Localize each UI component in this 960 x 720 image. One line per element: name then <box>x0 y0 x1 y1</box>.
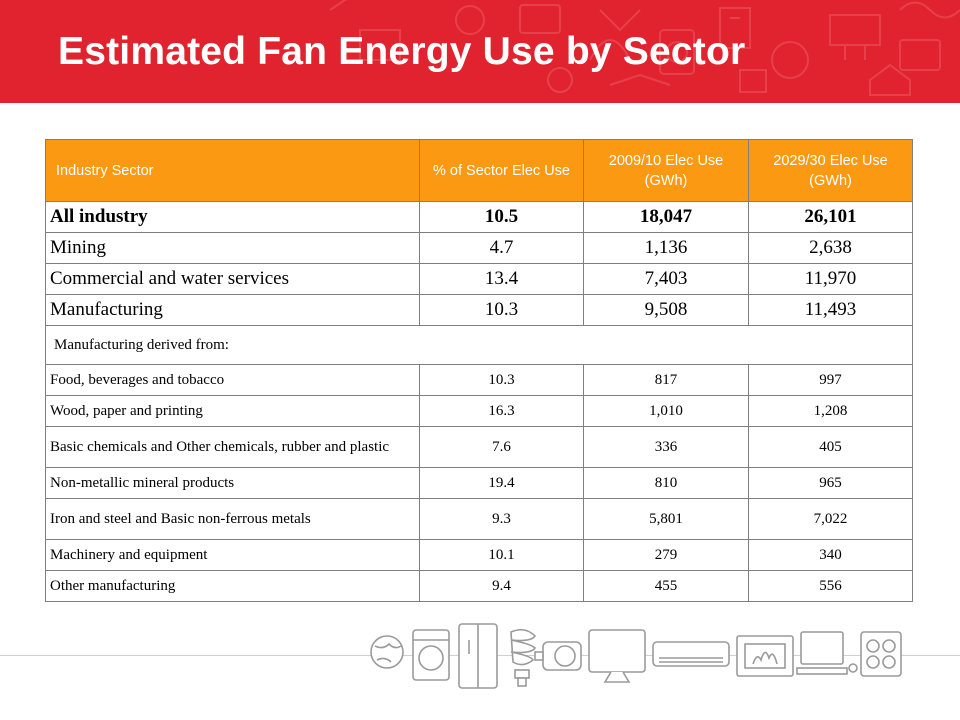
sector-cell: All industry <box>45 201 420 233</box>
pct-cell: 13.4 <box>419 263 584 295</box>
pct-cell: 10.5 <box>419 201 584 233</box>
air-conditioner-icon <box>652 641 730 667</box>
pct-cell: 9.4 <box>419 570 584 602</box>
pct-cell: 4.7 <box>419 232 584 264</box>
table-row: Food, beverages and tobacco 10.3 817 997 <box>45 364 913 396</box>
refrigerator-icon <box>458 623 498 689</box>
pct-cell: 19.4 <box>419 467 584 499</box>
use2009-cell: 817 <box>583 364 749 396</box>
sector-cell: Wood, paper and printing <box>45 395 420 427</box>
table-row: Wood, paper and printing 16.3 1,010 1,20… <box>45 395 913 427</box>
table-row: Other manufacturing 9.4 455 556 <box>45 570 913 602</box>
pct-cell: 10.1 <box>419 539 584 571</box>
light-bulb-icon <box>510 628 537 687</box>
pct-cell: 16.3 <box>419 395 584 427</box>
use2029-cell: 11,970 <box>748 263 913 295</box>
use2009-cell: 810 <box>583 467 749 499</box>
use2009-cell: 18,047 <box>583 201 749 233</box>
sector-cell: Non-metallic mineral products <box>45 467 420 499</box>
use2009-cell: 1,136 <box>583 232 749 264</box>
use2009-cell: 455 <box>583 570 749 602</box>
header-bar: Estimated Fan Energy Use by Sector <box>0 0 960 103</box>
use2029-cell: 1,208 <box>748 395 913 427</box>
motor-icon <box>534 641 582 671</box>
globe-icon <box>370 635 404 669</box>
sector-label: Iron and steel and Basic non-ferrous met… <box>50 510 311 527</box>
use2009-cell: 7,403 <box>583 263 749 295</box>
sector-cell: Food, beverages and tobacco <box>45 364 420 396</box>
table-row: Iron and steel and Basic non-ferrous met… <box>45 498 913 540</box>
sector-cell: Basic chemicals and Other chemicals, rub… <box>45 426 420 468</box>
table-row: All industry 10.5 18,047 26,101 <box>45 201 913 233</box>
column-header-pct: % of Sector Elec Use <box>419 139 584 202</box>
use2009-cell: 336 <box>583 426 749 468</box>
section-row: Manufacturing derived from: <box>45 325 913 365</box>
table-header-row: Industry Sector % of Sector Elec Use 200… <box>45 139 913 202</box>
use2029-cell: 965 <box>748 467 913 499</box>
heater-icon <box>736 635 794 677</box>
use2029-cell: 2,638 <box>748 232 913 264</box>
television-icon <box>588 629 646 683</box>
appliance-strip <box>370 623 902 689</box>
pct-cell: 10.3 <box>419 364 584 396</box>
sector-cell: Manufacturing <box>45 294 420 326</box>
table-row: Manufacturing 10.3 9,508 11,493 <box>45 294 913 326</box>
sector-cell: Mining <box>45 232 420 264</box>
table-row: Non-metallic mineral products 19.4 810 9… <box>45 467 913 499</box>
sector-cell: Iron and steel and Basic non-ferrous met… <box>45 498 420 540</box>
table-row: Basic chemicals and Other chemicals, rub… <box>45 426 913 468</box>
use2009-cell: 9,508 <box>583 294 749 326</box>
sector-cell: Machinery and equipment <box>45 539 420 571</box>
column-header-2029: 2029/30 Elec Use (GWh) <box>748 139 913 202</box>
column-header-sector: Industry Sector <box>45 139 420 202</box>
pct-cell: 10.3 <box>419 294 584 326</box>
sector-cell: Other manufacturing <box>45 570 420 602</box>
slide-title: Estimated Fan Energy Use by Sector <box>58 30 746 73</box>
sector-cell: Commercial and water services <box>45 263 420 295</box>
washing-machine-icon <box>412 629 450 681</box>
use2029-cell: 7,022 <box>748 498 913 540</box>
use2029-cell: 405 <box>748 426 913 468</box>
table-row: Mining 4.7 1,136 2,638 <box>45 232 913 264</box>
fan-energy-table: Industry Sector % of Sector Elec Use 200… <box>45 139 913 602</box>
column-header-2009: 2009/10 Elec Use (GWh) <box>583 139 749 202</box>
use2009-cell: 1,010 <box>583 395 749 427</box>
use2029-cell: 340 <box>748 539 913 571</box>
sector-label: Basic chemicals and Other chemicals, rub… <box>50 438 390 455</box>
use2009-cell: 279 <box>583 539 749 571</box>
use2029-cell: 556 <box>748 570 913 602</box>
table-row: Machinery and equipment 10.1 279 340 <box>45 539 913 571</box>
header-pattern <box>329 0 960 96</box>
pct-cell: 7.6 <box>419 426 584 468</box>
pct-cell: 9.3 <box>419 498 584 540</box>
stove-icon <box>860 631 902 677</box>
use2009-cell: 5,801 <box>583 498 749 540</box>
use2029-cell: 997 <box>748 364 913 396</box>
use2029-cell: 11,493 <box>748 294 913 326</box>
computer-icon <box>796 631 858 675</box>
section-label: Manufacturing derived from: <box>45 325 913 365</box>
table-row: Commercial and water services 13.4 7,403… <box>45 263 913 295</box>
use2029-cell: 26,101 <box>748 201 913 233</box>
